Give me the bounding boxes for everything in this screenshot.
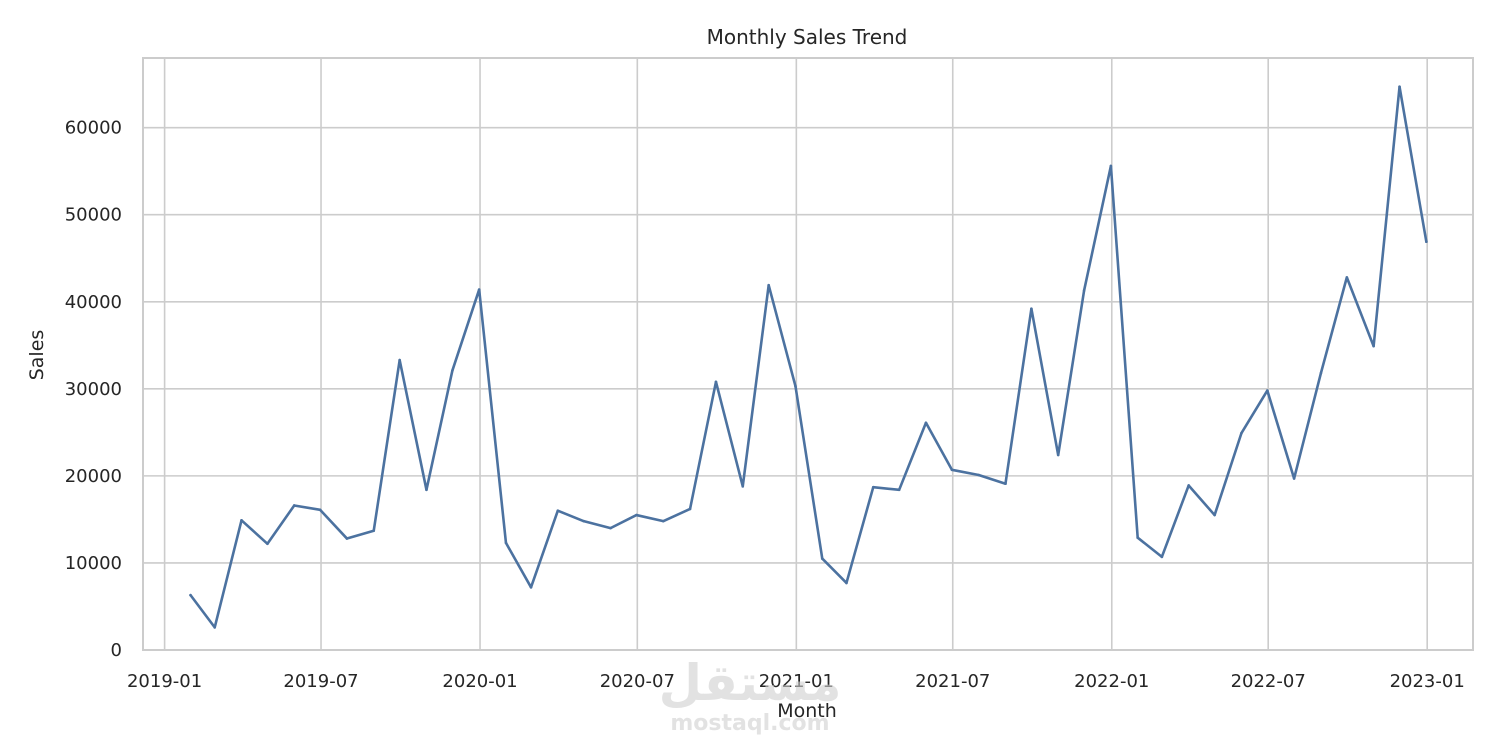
y-tick-label: 30000 xyxy=(65,379,122,400)
data-point xyxy=(688,507,692,511)
data-point xyxy=(741,485,745,488)
data-point xyxy=(1004,482,1007,486)
data-point xyxy=(924,421,928,425)
x-axis-ticks: 2019-01 2019-07 2020-01 2020-07 2021-01 2021-… xyxy=(127,671,1465,692)
data-point xyxy=(477,288,481,291)
x-tick-label: 2019-07 xyxy=(283,671,358,692)
data-point xyxy=(897,488,901,492)
data-point xyxy=(1240,431,1243,435)
data-point xyxy=(767,283,770,287)
data-point xyxy=(1056,453,1060,457)
data-point xyxy=(871,485,875,489)
data-point xyxy=(345,537,349,540)
data-point xyxy=(1082,289,1086,292)
x-axis-label: Month xyxy=(777,700,837,722)
plot-area xyxy=(142,57,1474,651)
data-point xyxy=(635,513,638,517)
data-point xyxy=(372,529,376,533)
data-point xyxy=(1187,484,1190,487)
data-point xyxy=(820,557,824,560)
data-point xyxy=(398,358,401,362)
data-point xyxy=(1319,371,1323,375)
data-point xyxy=(714,380,718,384)
data-point xyxy=(1398,85,1401,89)
y-tick-label: 20000 xyxy=(65,466,122,487)
data-point xyxy=(266,542,269,546)
data-point xyxy=(609,526,612,530)
y-tick-label: 40000 xyxy=(65,292,122,313)
x-tick-label: 2021-07 xyxy=(915,671,990,692)
data-point xyxy=(1136,536,1139,539)
data-point xyxy=(977,473,980,477)
x-tick-label: 2021-01 xyxy=(759,671,834,692)
data-point xyxy=(529,586,533,589)
watermark-primary: مستقل xyxy=(659,654,842,712)
series-layer xyxy=(189,85,1428,629)
data-point xyxy=(1213,513,1216,517)
y-axis-ticks: 0 10000 20000 30000 40000 50000 60000 xyxy=(65,118,122,661)
data-point xyxy=(1425,240,1428,243)
watermark-logo: مستقل mostaql.com xyxy=(659,654,842,736)
data-point xyxy=(582,519,586,523)
data-point xyxy=(556,509,560,513)
data-point xyxy=(213,626,217,629)
sales-series-line xyxy=(189,85,1428,629)
data-point xyxy=(425,488,428,492)
data-point xyxy=(845,581,848,585)
data-point xyxy=(240,518,243,522)
x-tick-label: 2023-01 xyxy=(1390,671,1465,692)
data-point xyxy=(451,369,454,372)
y-tick-label: 60000 xyxy=(65,118,122,139)
data-point xyxy=(950,468,954,472)
data-point xyxy=(1030,307,1033,311)
chart-title: Monthly Sales Trend xyxy=(707,25,908,49)
x-tick-label: 2019-01 xyxy=(127,671,202,692)
watermark-secondary: mostaql.com xyxy=(670,711,829,736)
data-point xyxy=(794,384,797,388)
data-point xyxy=(189,593,192,597)
x-tick-label: 2022-07 xyxy=(1231,671,1306,692)
x-tick-label: 2020-07 xyxy=(600,671,675,692)
data-point xyxy=(1109,164,1113,168)
y-tick-label: 0 xyxy=(111,640,122,661)
data-point xyxy=(1292,477,1296,480)
y-axis-label: Sales xyxy=(26,330,48,381)
data-point xyxy=(318,508,322,512)
data-point xyxy=(1372,344,1375,348)
data-point xyxy=(504,541,508,545)
y-tick-label: 50000 xyxy=(65,205,122,226)
data-point xyxy=(1345,276,1349,279)
data-point xyxy=(292,504,296,507)
data-point xyxy=(1266,389,1269,392)
x-tick-label: 2022-01 xyxy=(1074,671,1149,692)
grid-lines xyxy=(143,58,1473,651)
x-tick-label: 2020-01 xyxy=(442,671,517,692)
data-point xyxy=(661,519,665,523)
y-tick-label: 10000 xyxy=(65,553,122,574)
data-point xyxy=(1160,555,1164,559)
